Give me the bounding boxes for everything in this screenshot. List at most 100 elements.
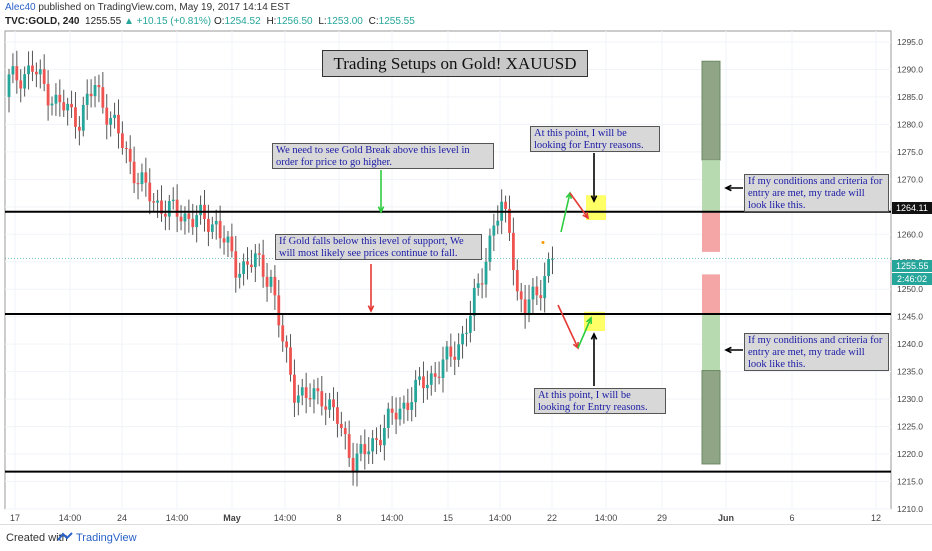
- candle-body: [398, 408, 402, 420]
- note-entry-lower[interactable]: At this point, I will be looking for Ent…: [534, 388, 666, 414]
- candle-body: [465, 332, 468, 334]
- green-up-arrow-lower: [577, 316, 593, 349]
- annotation-arrows: [367, 153, 743, 386]
- candle-body: [93, 85, 97, 97]
- short-target-zone-far: [701, 370, 721, 465]
- candle-body: [289, 347, 292, 375]
- candle-body: [328, 399, 332, 410]
- x-tick-label: 6: [789, 513, 794, 523]
- candle-body: [175, 199, 179, 217]
- candle-body: [308, 397, 312, 400]
- candle-body: [50, 103, 54, 106]
- candle-body: [332, 399, 335, 408]
- candle-body: [191, 218, 195, 228]
- candle-body: [97, 85, 101, 88]
- x-tick-label: 14:00: [381, 513, 404, 523]
- candle-body: [316, 388, 320, 392]
- y-tick-label: 1225.0: [897, 422, 923, 432]
- price-axis[interactable]: 1210.0 1215.0 1220.0 1225.0 1230.0 1235.0 1240…: [897, 37, 923, 514]
- candle-body: [515, 270, 519, 292]
- candle-body: [226, 236, 230, 243]
- candle-body: [148, 182, 152, 202]
- footer: Created with TradingView: [0, 524, 932, 551]
- candle-body: [492, 225, 496, 236]
- candle-body: [238, 273, 242, 278]
- candle-body: [42, 69, 46, 84]
- candle-body: [214, 220, 218, 225]
- candle-body: [484, 261, 488, 285]
- candle-body: [324, 406, 328, 410]
- candle-body: [54, 94, 58, 104]
- tradingview-link[interactable]: TradingView: [76, 532, 137, 544]
- candle-body: [476, 283, 480, 288]
- candle-body: [480, 283, 484, 285]
- candle-body: [109, 117, 113, 125]
- red-down-arrow-support: [367, 264, 375, 313]
- price-chart[interactable]: 1210.0 1215.0 1220.0 1225.0 1230.0 1235.0 1240…: [0, 0, 932, 524]
- candle-body: [508, 208, 511, 233]
- candle-body: [429, 373, 433, 385]
- candle-body: [347, 434, 351, 458]
- time-axis[interactable]: 17 14:00 24 14:00 May 14:00 8 14:00 15 14:00 22 14:…: [10, 513, 881, 523]
- publish-text: published on TradingView.com, May 19, 20…: [38, 2, 290, 13]
- open-label: O:: [213, 16, 225, 27]
- y-tick-label: 1290.0: [897, 64, 923, 74]
- candle-body: [359, 444, 363, 454]
- candle-body: [66, 103, 70, 111]
- long-target-zone-far: [701, 60, 721, 161]
- y-tick-label: 1210.0: [897, 504, 923, 514]
- x-tick-label: 15: [443, 513, 453, 523]
- candle-body: [38, 69, 42, 75]
- candle-body: [101, 87, 105, 108]
- author-link[interactable]: Alec40: [5, 2, 36, 13]
- candle-body: [195, 215, 199, 228]
- note-falls-below[interactable]: If Gold falls below this level of suppor…: [275, 234, 482, 260]
- candle-body: [367, 451, 371, 455]
- y-tick-label: 1215.0: [897, 477, 923, 487]
- candle-body: [187, 213, 191, 219]
- note-trade-lower[interactable]: If my conditions and criteria for entry …: [744, 333, 889, 371]
- x-tick-label: 8: [336, 513, 341, 523]
- candle-body: [81, 104, 85, 131]
- candle-body: [70, 103, 73, 108]
- candle-body: [535, 286, 539, 296]
- y-tick-label: 1250.0: [897, 284, 923, 294]
- candle-body: [265, 276, 269, 287]
- note-entry-upper[interactable]: At this point, I will be looking for Ent…: [530, 126, 660, 152]
- candle-body: [183, 213, 187, 222]
- x-tick-label: 14:00: [274, 513, 297, 523]
- low-label: L:: [318, 16, 327, 27]
- candle-body: [136, 183, 140, 185]
- candle-body: [296, 395, 300, 403]
- candle-body: [531, 286, 535, 300]
- y-tick-label: 1270.0: [897, 174, 923, 184]
- high-value: 1256.50: [276, 16, 313, 27]
- candle-body: [336, 407, 339, 424]
- short-stop-zone: [702, 274, 720, 314]
- candle-body: [449, 346, 453, 357]
- candle-body: [34, 71, 38, 75]
- candle-body: [461, 333, 464, 345]
- y-tick-label: 1230.0: [897, 394, 923, 404]
- candle-body: [179, 216, 183, 222]
- candle-body: [234, 251, 238, 278]
- candle-body: [46, 83, 50, 106]
- candle-body: [281, 325, 285, 342]
- candle-body: [242, 261, 245, 274]
- candle-body: [425, 384, 429, 389]
- note-break-above[interactable]: We need to see Gold Break above this lev…: [272, 143, 494, 169]
- countdown-label: 2:46:02: [897, 274, 927, 284]
- symbol-label[interactable]: TVC:GOLD, 240: [5, 16, 80, 27]
- candle-body: [269, 276, 273, 287]
- candle-body: [527, 299, 531, 315]
- horizontal-levels[interactable]: [5, 210, 891, 473]
- candle-body: [410, 402, 414, 410]
- green-down-arrow-break: [377, 170, 385, 214]
- candle-body: [339, 423, 343, 429]
- chart-title: Trading Setups on Gold! XAUUSD: [322, 50, 588, 77]
- candle-body: [445, 346, 449, 360]
- note-trade-upper[interactable]: If my conditions and criteria for entry …: [744, 174, 889, 212]
- low-value: 1253.00: [326, 16, 363, 27]
- candle-body: [132, 161, 136, 184]
- x-tick-label: 29: [657, 513, 667, 523]
